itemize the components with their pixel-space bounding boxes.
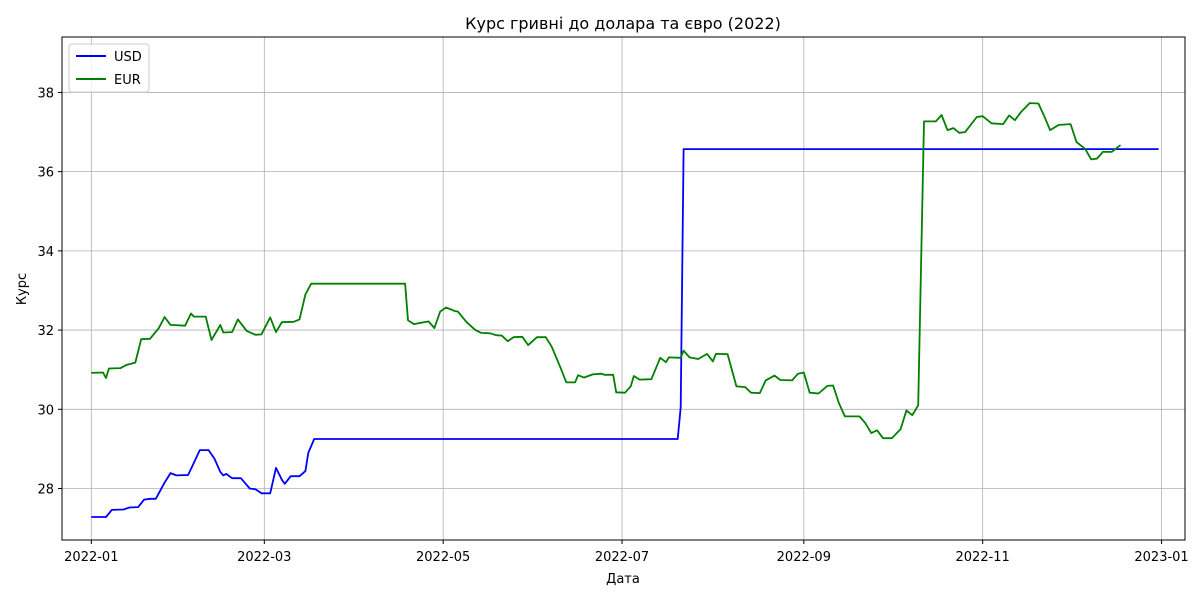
x-tick-label: 2022-01 bbox=[64, 550, 118, 565]
grid-layer bbox=[62, 37, 1185, 540]
legend-eur-label: EUR bbox=[114, 73, 141, 88]
y-tick-label: 30 bbox=[37, 403, 54, 418]
legend-usd-label: USD bbox=[114, 50, 142, 65]
x-tick-label: 2023-01 bbox=[1134, 550, 1188, 565]
series-layer bbox=[91, 102, 1159, 518]
x-tick-label: 2022-07 bbox=[595, 550, 649, 565]
x-tick-label: 2022-09 bbox=[777, 550, 831, 565]
legend: USD EUR bbox=[68, 43, 150, 93]
y-tick-label: 28 bbox=[37, 483, 54, 498]
series-line-eur bbox=[91, 102, 1122, 440]
y-tick-label: 38 bbox=[37, 86, 54, 101]
y-tick-label: 36 bbox=[37, 166, 54, 181]
tick-layer: 2022-01 2022-03 2022-05 2022-07 2022-09 2022-… bbox=[37, 86, 1188, 565]
x-tick-label: 2022-03 bbox=[237, 550, 291, 565]
y-axis-label: Курс bbox=[15, 273, 30, 305]
y-tick-label: 34 bbox=[37, 245, 54, 260]
plot-frame bbox=[61, 36, 1186, 541]
chart-title: Курс гривні до долара та євро (2022) bbox=[465, 14, 781, 33]
y-tick-label: 32 bbox=[37, 324, 54, 339]
series-line-usd bbox=[91, 148, 1159, 518]
x-tick-label: 2022-11 bbox=[956, 550, 1010, 565]
x-tick-label: 2022-05 bbox=[416, 550, 470, 565]
x-axis-label: Дата bbox=[606, 572, 640, 587]
